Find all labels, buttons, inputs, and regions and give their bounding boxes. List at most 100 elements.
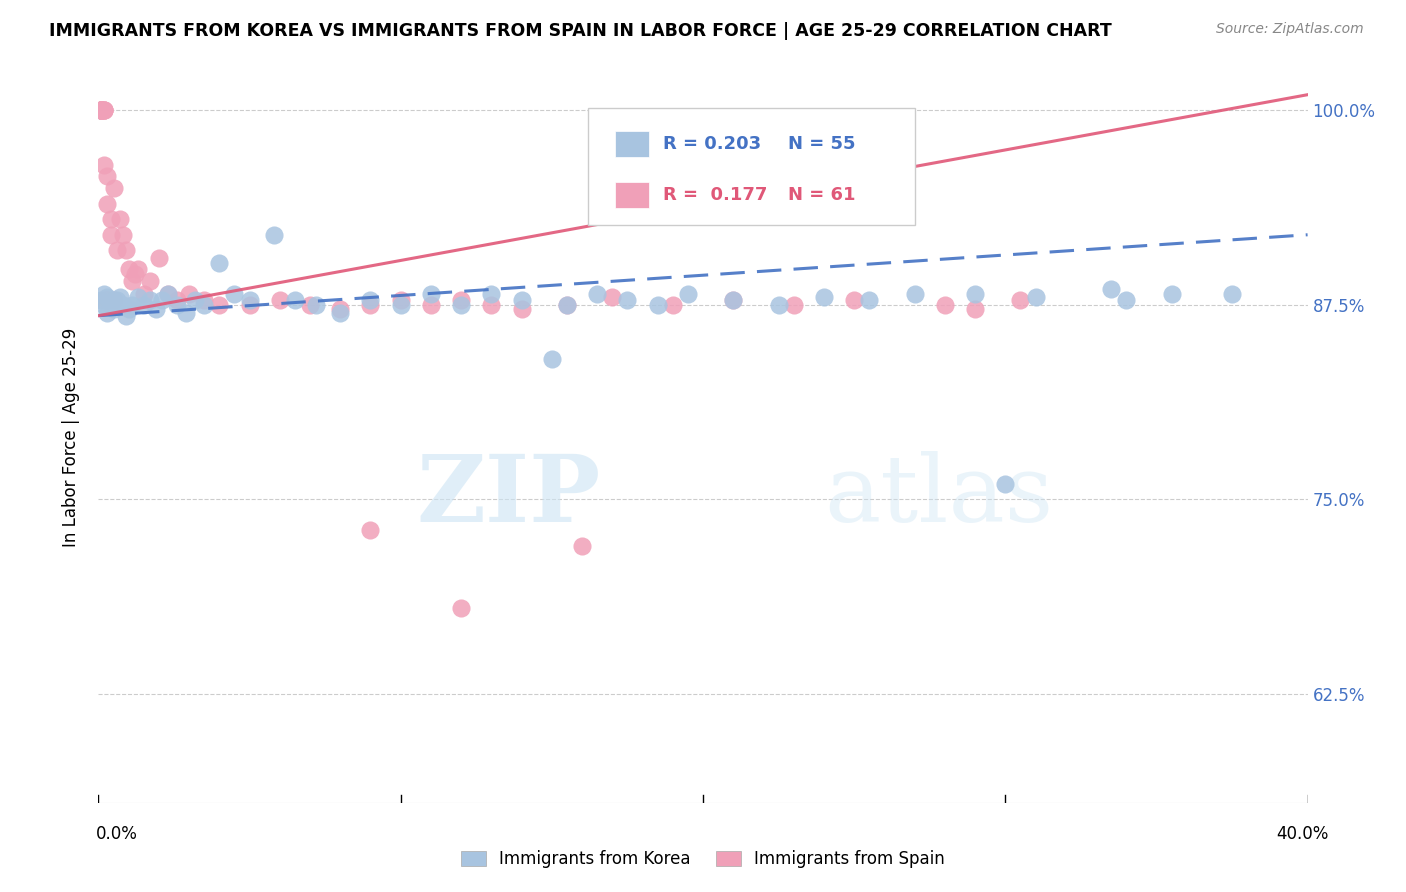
Point bbox=[510, 293, 533, 307]
Point bbox=[420, 286, 443, 301]
Text: atlas: atlas bbox=[824, 450, 1053, 541]
Point bbox=[1024, 290, 1046, 304]
Point bbox=[858, 293, 880, 307]
Point bbox=[904, 286, 927, 301]
Point bbox=[108, 212, 131, 227]
Text: IMMIGRANTS FROM KOREA VS IMMIGRANTS FROM SPAIN IN LABOR FORCE | AGE 25-29 CORREL: IMMIGRANTS FROM KOREA VS IMMIGRANTS FROM… bbox=[49, 22, 1112, 40]
Point bbox=[103, 302, 125, 317]
Point bbox=[389, 293, 412, 307]
Point bbox=[723, 293, 745, 307]
Text: 40.0%: 40.0% bbox=[1277, 825, 1329, 843]
Point bbox=[555, 298, 578, 312]
Point bbox=[96, 196, 118, 211]
Point bbox=[193, 298, 215, 312]
Point bbox=[360, 298, 382, 312]
Point bbox=[844, 293, 866, 307]
Point bbox=[586, 286, 609, 301]
Point bbox=[103, 293, 125, 307]
Point bbox=[103, 293, 125, 307]
Point bbox=[145, 302, 167, 317]
Point bbox=[450, 293, 472, 307]
Point bbox=[118, 302, 141, 317]
Point bbox=[124, 267, 146, 281]
FancyBboxPatch shape bbox=[588, 108, 915, 225]
Point bbox=[127, 262, 149, 277]
Y-axis label: In Labor Force | Age 25-29: In Labor Force | Age 25-29 bbox=[62, 327, 80, 547]
Point bbox=[90, 293, 112, 307]
Point bbox=[132, 298, 155, 312]
Point bbox=[121, 275, 143, 289]
Point bbox=[661, 298, 683, 312]
Point bbox=[90, 103, 112, 118]
Point bbox=[616, 293, 638, 307]
Point bbox=[329, 305, 352, 319]
Point bbox=[602, 290, 624, 304]
Point bbox=[121, 298, 143, 312]
Point bbox=[1115, 293, 1137, 307]
Point bbox=[481, 286, 503, 301]
Point bbox=[93, 286, 115, 301]
Point bbox=[127, 290, 149, 304]
Point bbox=[105, 293, 128, 307]
Point bbox=[90, 103, 112, 118]
Point bbox=[1099, 282, 1122, 296]
Point bbox=[450, 298, 472, 312]
Point bbox=[93, 158, 115, 172]
Text: 0.0%: 0.0% bbox=[96, 825, 138, 843]
Point bbox=[783, 298, 806, 312]
Point bbox=[96, 293, 118, 307]
Point bbox=[723, 293, 745, 307]
Point bbox=[93, 103, 115, 118]
Point bbox=[105, 244, 128, 258]
Point bbox=[208, 256, 231, 270]
Point bbox=[96, 305, 118, 319]
Point bbox=[132, 286, 155, 301]
Point bbox=[965, 286, 987, 301]
Point bbox=[965, 302, 987, 317]
Point bbox=[96, 290, 118, 304]
Point bbox=[156, 286, 179, 301]
Point bbox=[1010, 293, 1032, 307]
Point bbox=[263, 227, 285, 242]
Point bbox=[450, 601, 472, 615]
Point bbox=[96, 169, 118, 183]
Point bbox=[96, 293, 118, 307]
Point bbox=[647, 298, 669, 312]
Point bbox=[420, 298, 443, 312]
Point bbox=[360, 293, 382, 307]
Point bbox=[90, 103, 112, 118]
Point bbox=[269, 293, 291, 307]
Point bbox=[1220, 286, 1243, 301]
Point bbox=[329, 302, 352, 317]
Text: Source: ZipAtlas.com: Source: ZipAtlas.com bbox=[1216, 22, 1364, 37]
Text: R =  0.177: R = 0.177 bbox=[664, 186, 768, 204]
Point bbox=[93, 103, 115, 118]
Point bbox=[239, 298, 262, 312]
Point bbox=[114, 244, 136, 258]
Legend: Immigrants from Korea, Immigrants from Spain: Immigrants from Korea, Immigrants from S… bbox=[454, 844, 952, 875]
Point bbox=[555, 298, 578, 312]
Point bbox=[93, 103, 115, 118]
Point bbox=[184, 293, 207, 307]
Point bbox=[166, 298, 188, 312]
Point bbox=[103, 181, 125, 195]
Bar bbox=[614, 131, 648, 157]
Text: N = 55: N = 55 bbox=[787, 135, 855, 153]
Point bbox=[934, 298, 956, 312]
Point bbox=[150, 293, 173, 307]
Point bbox=[305, 298, 328, 312]
Point bbox=[166, 293, 188, 307]
Point bbox=[111, 298, 134, 312]
Point bbox=[90, 103, 112, 118]
Point bbox=[139, 293, 162, 307]
Point bbox=[100, 212, 122, 227]
Point bbox=[510, 302, 533, 317]
Point bbox=[676, 286, 699, 301]
Point bbox=[299, 298, 322, 312]
Point bbox=[994, 476, 1017, 491]
Point bbox=[481, 298, 503, 312]
Text: N = 61: N = 61 bbox=[787, 186, 855, 204]
Point bbox=[108, 290, 131, 304]
Point bbox=[360, 524, 382, 538]
Bar bbox=[614, 182, 648, 209]
